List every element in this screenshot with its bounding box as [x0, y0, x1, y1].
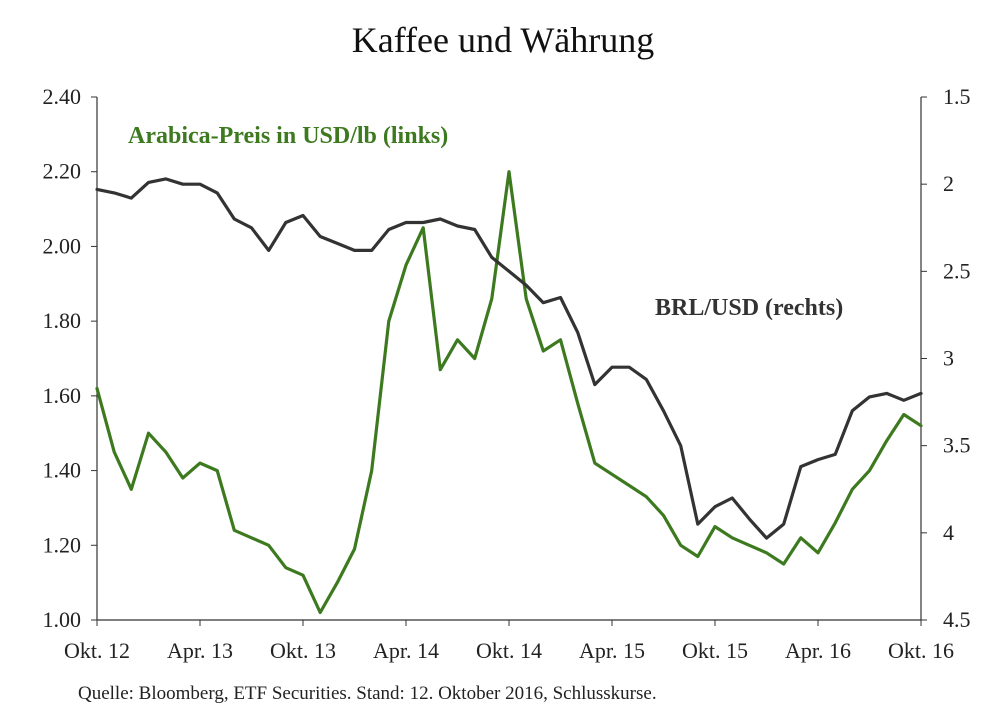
axes: 1.00 1.20 1.40 1.60 1.80 2.00 2.20 2.40 1.5 2 2.5 3…	[43, 84, 971, 663]
legend-brl-usd: BRL/USD (rechts)	[655, 295, 843, 321]
left-tick-label: 1.00	[43, 607, 82, 632]
right-tick-label: 4.5	[943, 607, 971, 632]
series-lines	[95, 170, 923, 615]
right-tick-label: 2	[943, 171, 954, 196]
right-tick-label: 4	[943, 520, 954, 545]
source-note: Quelle: Bloomberg, ETF Securities. Stand…	[78, 683, 657, 704]
left-tick-label: 1.80	[43, 308, 82, 333]
right-tick-label: 2.5	[943, 258, 971, 283]
x-tick-label: Apr. 16	[785, 638, 851, 663]
left-tick-label: 1.40	[43, 458, 82, 483]
left-tick-label: 1.20	[43, 532, 82, 557]
right-tick-label: 1.5	[943, 84, 971, 109]
left-tick-label: 1.60	[43, 383, 82, 408]
x-tick-label: Apr. 15	[579, 638, 645, 663]
right-tick-label: 3	[943, 346, 954, 371]
right-tick-label: 3.5	[943, 433, 971, 458]
left-tick-label: 2.00	[43, 233, 82, 258]
x-tick-label: Okt. 15	[682, 638, 748, 663]
x-tick-label: Okt. 13	[270, 638, 336, 663]
brl-usd-line	[95, 177, 923, 540]
legend-arabica: Arabica-Preis in USD/lb (links)	[128, 123, 448, 149]
chart-title: Kaffee und Währung	[352, 20, 655, 60]
x-tick-label: Okt. 14	[476, 638, 542, 663]
x-tick-label: Okt. 16	[888, 638, 954, 663]
x-tick-label: Apr. 13	[167, 638, 233, 663]
x-tick-label: Okt. 12	[64, 638, 130, 663]
left-tick-label: 2.40	[43, 84, 82, 109]
x-tick-label: Apr. 14	[373, 638, 439, 663]
left-tick-label: 2.20	[43, 159, 82, 184]
arabica-price-line	[95, 170, 923, 615]
